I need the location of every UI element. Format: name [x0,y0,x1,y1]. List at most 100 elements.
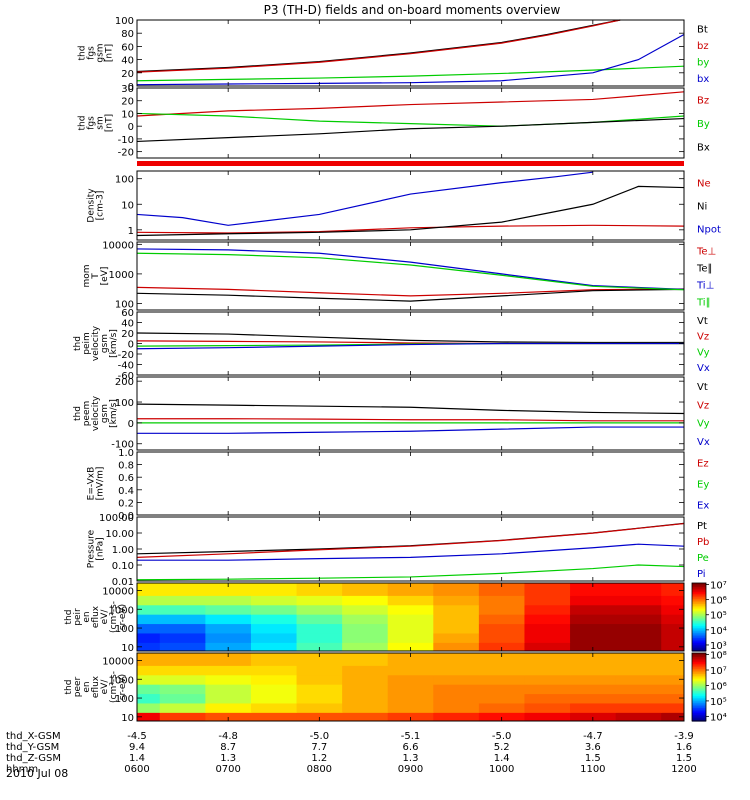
series-line-Pe [136,564,685,581]
time-axis-value: -5.1 [401,731,421,742]
heatmap-cell [342,674,389,685]
heatmap-cell [159,623,206,634]
colorbar-segment [692,673,706,676]
time-axis-tick-label: 0700 [215,764,240,775]
heatmap-cell [205,712,252,722]
y-tick-label: 10000 [102,656,134,667]
colorbar-segment [692,644,706,647]
y-axis-label-line: T [91,273,101,280]
heatmap-cell [570,614,617,625]
time-axis-value: -5.0 [492,731,512,742]
colorbar-segment [692,586,706,589]
heatmap-cell [250,583,298,596]
heatmap-cell [570,674,617,685]
time-axis-value: -5.0 [310,731,330,742]
heatmap-cell [296,614,343,625]
series-line-Pb [136,522,685,558]
colorbar-segment [692,605,706,608]
legend-entry-Te⊥: Te⊥ [696,247,716,258]
heatmap-cell [296,653,343,666]
time-axis-value: -4.7 [583,731,603,742]
colorbar-segment [692,627,706,630]
heatmap-cell [524,702,571,713]
y-tick-label: 0.8 [118,461,134,472]
y-axis-label-line: velocity [91,395,101,431]
heatmap-cell [570,642,617,652]
y-axis-label-line: velocity [91,325,101,361]
heatmap-cell [387,595,434,606]
time-axis-row-label: hhmm [6,764,38,775]
heatmap-cell [296,623,343,634]
series-line-Ti∥ [136,252,685,291]
y-tick-label: 1000 [109,270,134,281]
heatmap-cell [296,674,343,685]
heatmap-cell [387,653,434,666]
y-axis-label-line: peem [82,401,92,427]
colorbar-tick-label: 10⁸ [710,651,727,662]
panel-frame [136,241,685,311]
colorbar-tick-label: 10⁶ [710,681,727,692]
legend-entry-Ne: Ne [697,179,711,190]
series-line-bx [136,33,685,86]
heatmap-cell [615,623,662,634]
y-axis-label-line: gsm [100,334,110,353]
colorbar-segment [692,671,706,674]
heatmap-cell [661,665,685,676]
legend-entry-by: by [697,57,709,68]
heatmap-cell [524,614,571,625]
y-tick-label: 20 [121,329,134,340]
heatmap-cell [433,653,480,666]
heatmap-cell [615,712,662,722]
heatmap-cell [137,674,161,685]
heatmap-cell [615,702,662,713]
heatmap-cell [159,604,206,615]
heatmap-cell [478,623,525,634]
legend-entry-Vy: Vy [697,347,710,358]
colorbar-tick-label: 10³ [710,641,727,652]
y-axis-label-line: sr-eV) [118,674,128,700]
heatmap-cell [478,712,525,722]
panel-frame [136,516,685,582]
heatmap-cell [205,684,252,695]
heatmap-cell [524,665,571,676]
y-tick-label: 200 [115,377,134,388]
colorbar-frame [691,652,707,722]
y-tick-label: 0.10 [112,561,134,572]
heatmap-cell [478,614,525,625]
time-axis-table: thd_X-GSM -4.5 -4.8 -5.0 -5.1 -5.0 -4.7 -3.9 thd… [6,731,697,775]
heatmap-cell [478,693,525,704]
legend-entry-Pe: Pe [697,553,709,564]
heatmap-cell [387,614,434,625]
heatmap-cell [296,665,343,676]
colorbar-segment [692,598,706,601]
heatmap-cell [159,642,206,652]
y-axis-label-line: fgs [87,46,97,60]
legend-entry-Bt: Bt [697,24,708,35]
legend-entry-Ni: Ni [697,202,707,213]
y-tick-label: 1.0 [118,448,134,459]
heatmap-cell [570,623,617,634]
heatmap-cell [615,604,662,615]
heatmap-cell [342,702,389,713]
colorbar-segment [692,683,706,686]
y-axis-label-line: eV/ [100,609,110,625]
y-tick-label: 10000 [102,240,134,251]
heatmap-cell [296,702,343,713]
heatmap-cell [296,684,343,695]
panel-6: -100 0 100 200 thd peem velocity gsm [km/s] Vt Vz V… [73,376,710,451]
heatmap-cell [661,632,685,643]
time-axis-row-label: thd_Y-GSM [6,742,59,753]
heatmap-cell [137,684,161,695]
legend-entry-Vx: Vx [697,363,710,374]
y-tick-label: 100 [115,299,134,310]
y-tick-label: 20 [121,69,134,80]
heatmap-cell [250,614,298,625]
colorbar-segment [692,610,706,613]
heatmap-cell [387,702,434,713]
heatmap-cell [478,674,525,685]
colorbar-segment [692,591,706,594]
legend-entry-Pb: Pb [697,537,709,548]
heatmap-cell [387,684,434,695]
heatmap-cell [342,623,389,634]
